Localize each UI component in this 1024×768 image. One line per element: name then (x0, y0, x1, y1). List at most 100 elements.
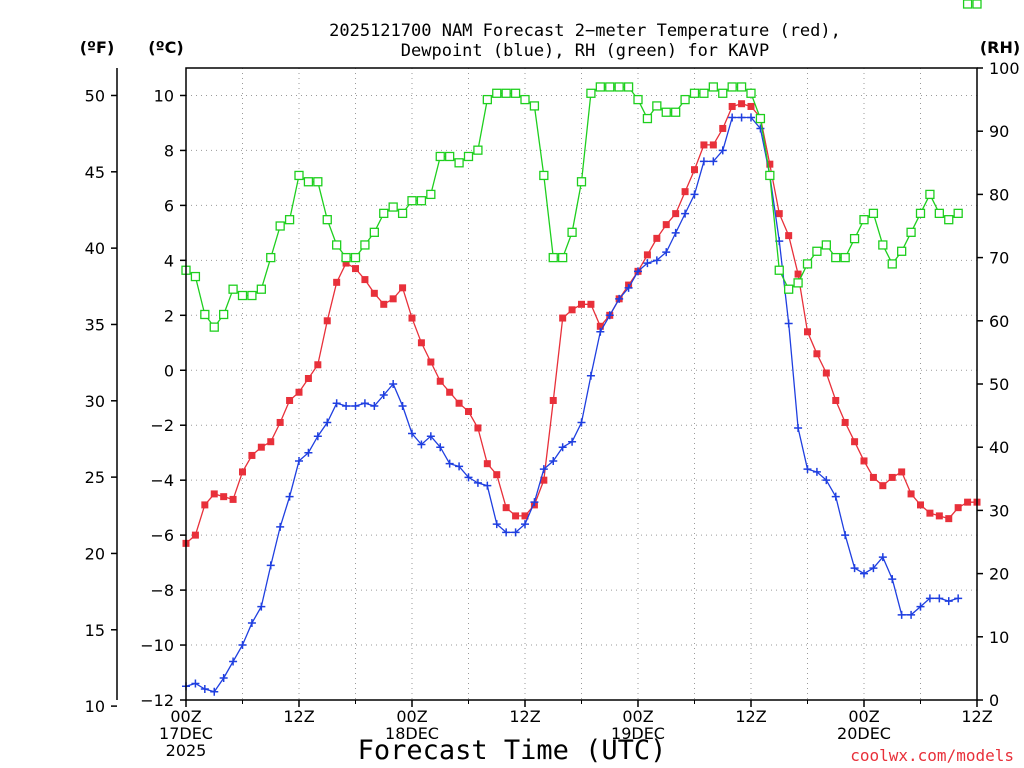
x-tick-label: 20DEC (837, 724, 891, 743)
rh-point (482, 94, 492, 105)
rh-point (849, 233, 860, 244)
dewpoint-point (586, 371, 595, 380)
celsius-tick-label: 4 (164, 251, 174, 270)
rh-point (558, 252, 568, 263)
temperature-point (436, 377, 444, 385)
temperature-point (879, 482, 887, 490)
rh-tick-label: 0 (989, 691, 999, 710)
dewpoint-point (521, 520, 529, 529)
temperature-point (286, 396, 294, 404)
grid-layer (186, 68, 977, 701)
temperature-point (813, 350, 821, 358)
dewpoint-point (916, 602, 925, 611)
dewpoint-point (643, 259, 652, 268)
rh-point (379, 208, 389, 219)
dewpoint-point (812, 467, 821, 476)
rh-point (708, 82, 718, 92)
temperature-point (276, 418, 284, 426)
dewpoint-point (907, 610, 916, 619)
dewpoint-point (492, 520, 501, 529)
dewpoint-point (634, 267, 642, 276)
temperature-point (304, 375, 312, 383)
rh-point (256, 284, 266, 294)
dewpoint-point (860, 569, 868, 578)
rh-point (944, 215, 954, 225)
dewpoint-point (276, 522, 285, 531)
rh-point (454, 158, 464, 168)
dewpoint-point (878, 553, 887, 562)
dewpoint-point (756, 124, 765, 133)
rh-point (548, 252, 558, 263)
rh-point (915, 208, 926, 219)
rh-point (322, 215, 332, 225)
rh-tick-label: 100 (989, 59, 1020, 78)
rh-point (793, 278, 803, 288)
rh-tick-label: 90 (989, 122, 1009, 141)
fahrenheit-tick-label: 10 (85, 697, 105, 716)
celsius-tick-label: 6 (164, 196, 174, 215)
temperature-point (662, 221, 670, 229)
rh-point (906, 227, 916, 237)
rh-point (219, 309, 229, 320)
rh-point (397, 208, 408, 219)
temperature-point (907, 490, 915, 498)
rh-tick-label: 60 (989, 312, 1009, 331)
temperature-point (596, 322, 604, 330)
dewpoint-point (794, 423, 803, 432)
dewpoint-point (709, 157, 718, 166)
x-tick-label: 12Z (283, 707, 314, 726)
temperature-point (201, 501, 209, 509)
temperature-point (851, 438, 859, 446)
rh-point (812, 246, 822, 256)
dewpoint-point (511, 528, 520, 537)
dewpoint-point (747, 113, 755, 122)
temperature-point (578, 300, 585, 308)
temperature-point (521, 512, 529, 520)
rh-point (746, 88, 756, 98)
celsius-tick-label: 2 (164, 306, 174, 325)
dewpoint-point (690, 190, 699, 199)
dewpoint-point (954, 594, 963, 603)
temperature-point (295, 388, 303, 396)
dewpoint-point (455, 462, 464, 471)
rh-point (228, 284, 238, 294)
celsius-tick-label: 0 (164, 361, 174, 380)
x-tick-label: 19DEC (611, 724, 665, 743)
rh-point (388, 202, 398, 212)
temperature-point (342, 259, 350, 267)
temperature-point (672, 210, 680, 218)
rh-point (642, 113, 653, 124)
rh-point (802, 259, 813, 269)
dewpoint-point (417, 440, 426, 449)
dewpoint-point (445, 459, 454, 468)
rh-point (501, 88, 511, 98)
temperature-point (446, 388, 454, 396)
rh-point (567, 227, 577, 237)
credit-label: coolwx.com/models (850, 746, 1014, 765)
dewpoint-point (831, 492, 840, 501)
temperature-point (719, 124, 727, 132)
dewpoint-point (888, 575, 897, 584)
fahrenheit-tick-label: 30 (85, 392, 105, 411)
temperature-point (352, 265, 359, 273)
rh-point (313, 177, 323, 187)
dewpoint-point (615, 294, 624, 303)
temperature-point (898, 468, 906, 476)
dewpoint-point (379, 390, 388, 399)
rh-point (859, 215, 869, 225)
celsius-tick-label: −4 (150, 471, 174, 490)
rh-point (962, 0, 973, 9)
dewpoint-point (803, 465, 812, 474)
rh-point (736, 82, 747, 92)
dewpoint-point (841, 531, 850, 540)
dewpoint-point (200, 685, 209, 694)
temperature-point (691, 166, 698, 174)
rh-point (529, 101, 540, 111)
temperature-point (474, 424, 482, 432)
dewpoint-point (360, 399, 369, 408)
temperature-point (935, 512, 943, 520)
dewpoint-point (323, 418, 332, 427)
rh-point (605, 82, 615, 92)
x-axis-label: Forecast Time (UTC) (358, 735, 667, 766)
temperature-point (389, 295, 397, 303)
